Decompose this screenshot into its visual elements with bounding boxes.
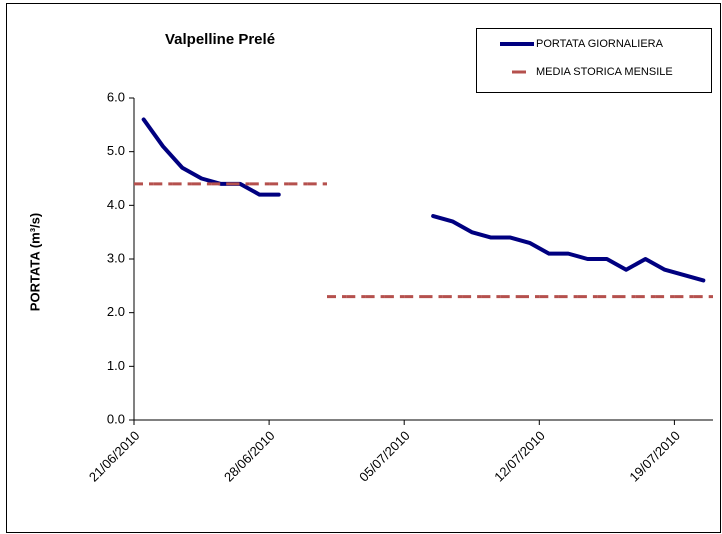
y-tick-label: 6.0 [107,89,125,104]
x-tick-label: 28/06/2010 [221,428,278,485]
y-tick-label: 2.0 [107,304,125,319]
x-tick-label: 19/07/2010 [626,428,683,485]
y-tick-label: 3.0 [107,250,125,265]
y-tick-label: 4.0 [107,197,125,212]
x-tick-label: 12/07/2010 [491,428,548,485]
chart-title: Valpelline Prelé [165,31,275,48]
legend-box [476,28,712,93]
legend-label: PORTATA GIORNALIERA [536,38,664,50]
y-tick-label: 1.0 [107,358,125,373]
y-tick-label: 0.0 [107,411,125,426]
x-tick-label: 21/06/2010 [86,428,143,485]
y-tick-label: 5.0 [107,143,125,158]
legend-label: MEDIA STORICA MENSILE [536,66,673,78]
flow-line [141,117,706,283]
y-axis-label: PORTATA (m³/s) [27,213,42,311]
chart-frame [6,3,721,533]
x-tick-label: 05/07/2010 [356,428,413,485]
